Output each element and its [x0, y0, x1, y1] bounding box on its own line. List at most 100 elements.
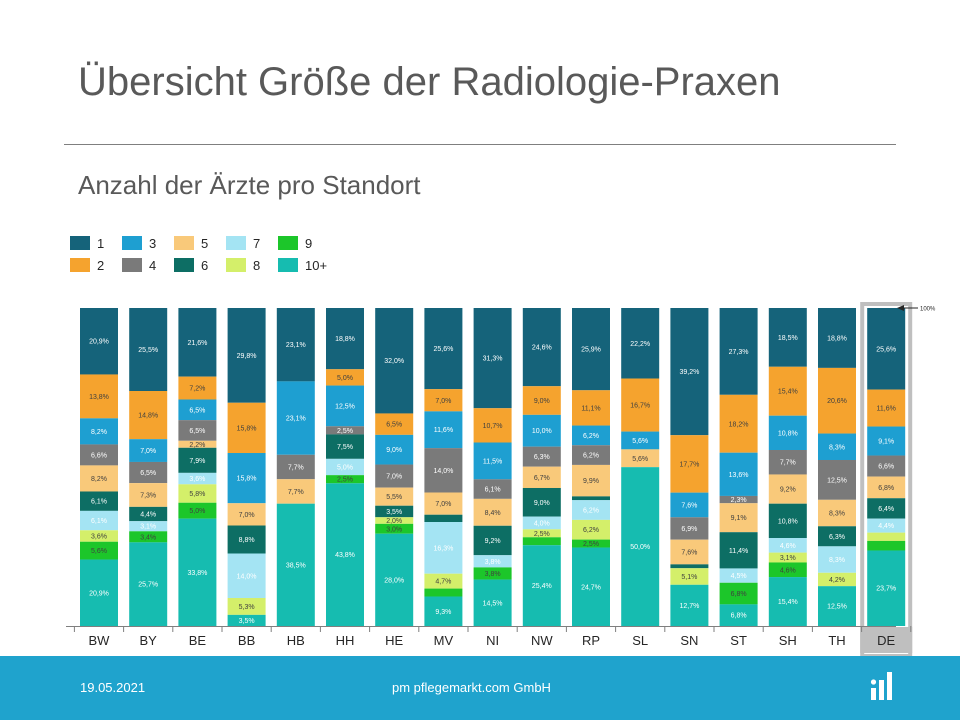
bar-segment [473, 579, 512, 626]
x-tick-label: BY [140, 633, 158, 648]
bar-segment [522, 466, 561, 488]
data-label: 27,3% [729, 349, 749, 356]
legend-item: 1 [70, 235, 104, 251]
legend-item: 2 [70, 257, 104, 273]
bar-segment [670, 539, 709, 565]
data-label: 4,4% [878, 523, 894, 530]
legend-swatch [174, 258, 194, 272]
bar-segment [572, 464, 610, 497]
data-label: 6,5% [386, 422, 402, 429]
legend-swatch [122, 236, 142, 250]
data-label: 5,1% [681, 574, 697, 581]
data-label: 21,6% [187, 340, 207, 347]
legend-item: 9 [278, 235, 312, 251]
bar-segment [178, 420, 217, 441]
bar-segment [522, 516, 561, 530]
bar-segment [572, 547, 610, 626]
slide-title: Übersicht Größe der Radiologie-Praxen [78, 60, 781, 104]
data-label: 9,1% [731, 515, 747, 522]
bar-segment [326, 434, 364, 459]
slide-subtitle: Anzahl der Ärzte pro Standort [78, 170, 421, 200]
data-label: 5,6% [632, 456, 648, 463]
data-label: 9,2% [780, 487, 796, 494]
x-tick-label: BW [89, 633, 111, 648]
data-label: 20,9% [89, 590, 109, 597]
legend-swatch [70, 236, 90, 250]
legend-swatch [70, 258, 90, 272]
bar-segment [129, 439, 168, 462]
data-label: 8,3% [829, 511, 845, 518]
data-label: 3,5% [239, 618, 255, 625]
data-label: 12,7% [679, 603, 699, 610]
data-label: 6,1% [485, 487, 501, 494]
data-label: 25,5% [138, 347, 158, 354]
bar-segment [473, 498, 512, 526]
data-label: 29,8% [237, 353, 257, 360]
bar-segment [326, 458, 364, 476]
legend-label: 6 [201, 257, 209, 273]
data-label: 13,6% [729, 472, 749, 479]
bar-segment [424, 514, 463, 523]
data-label: 2,5% [337, 477, 353, 484]
bar-segment [424, 492, 463, 515]
bar-segment [572, 425, 610, 446]
bar-segment [129, 483, 168, 507]
bar-segment [424, 588, 463, 597]
data-label: 7,0% [435, 398, 451, 405]
data-label: 8,2% [91, 429, 107, 436]
data-label: 8,4% [485, 510, 501, 517]
bar-segment [178, 518, 217, 626]
bar-segment [621, 431, 660, 450]
bar-segment [768, 552, 807, 563]
bar-segment [768, 308, 807, 367]
data-label: 24,6% [532, 345, 552, 352]
bar-segment [768, 474, 807, 504]
legend-label: 3 [149, 235, 157, 251]
bar-segment [572, 445, 610, 465]
data-label: 4,2% [829, 577, 845, 584]
bar-segment [818, 433, 856, 460]
bar-segment [768, 503, 807, 539]
bar-segment [522, 446, 561, 467]
bar-segment [670, 517, 709, 540]
data-label: 7,9% [189, 458, 205, 465]
data-label: 7,6% [681, 550, 697, 557]
company-logo-icon [870, 672, 892, 700]
legend-label: 10+ [305, 257, 328, 273]
bar-segment [227, 402, 266, 454]
data-label: 7,0% [386, 474, 402, 481]
data-label: 6,7% [534, 475, 550, 482]
bar-segment [80, 444, 118, 466]
bar-segment [375, 487, 414, 506]
legend-item: 5 [174, 235, 208, 251]
data-label: 7,2% [189, 386, 205, 393]
bar-segment [129, 542, 168, 626]
bar-segment [867, 476, 906, 499]
bar-segment [867, 518, 906, 533]
data-label: 3,1% [140, 524, 156, 531]
data-label: 3,6% [189, 476, 205, 483]
data-label: 14,0% [433, 468, 453, 475]
bar-segment [867, 540, 906, 551]
bar-segment [424, 448, 463, 493]
bar-segment [572, 308, 610, 391]
data-label: 50,0% [630, 544, 650, 551]
bar-segment [670, 435, 709, 493]
legend-swatch [174, 236, 194, 250]
data-label: 4,0% [534, 520, 550, 527]
legend-swatch [226, 236, 246, 250]
data-label: 7,0% [140, 448, 156, 455]
data-label: 9,0% [386, 447, 402, 454]
data-label: 3,4% [140, 534, 156, 541]
bar-segment [276, 308, 315, 382]
x-tick-label: NI [486, 633, 499, 648]
data-label: 4,4% [140, 512, 156, 519]
data-label: 9,0% [534, 398, 550, 405]
bar-segment [670, 564, 709, 569]
data-label: 17,7% [679, 461, 699, 468]
data-label: 5,5% [386, 494, 402, 501]
data-label: 11,6% [434, 427, 453, 434]
data-label: 15,4% [778, 389, 798, 396]
bar-segment [276, 454, 315, 480]
bar-segment [80, 308, 118, 375]
